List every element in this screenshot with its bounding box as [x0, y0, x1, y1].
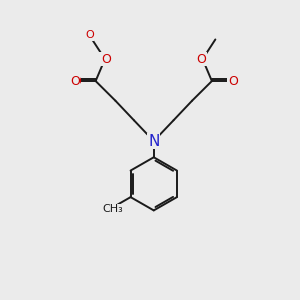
Text: O: O: [85, 30, 94, 40]
Text: O: O: [100, 52, 110, 66]
Text: CH₃: CH₃: [103, 204, 123, 214]
Text: N: N: [148, 134, 159, 148]
Text: O: O: [71, 74, 81, 88]
Text: O: O: [70, 74, 80, 88]
Text: O: O: [196, 52, 206, 66]
Text: O: O: [101, 52, 111, 66]
Text: O: O: [228, 74, 238, 88]
